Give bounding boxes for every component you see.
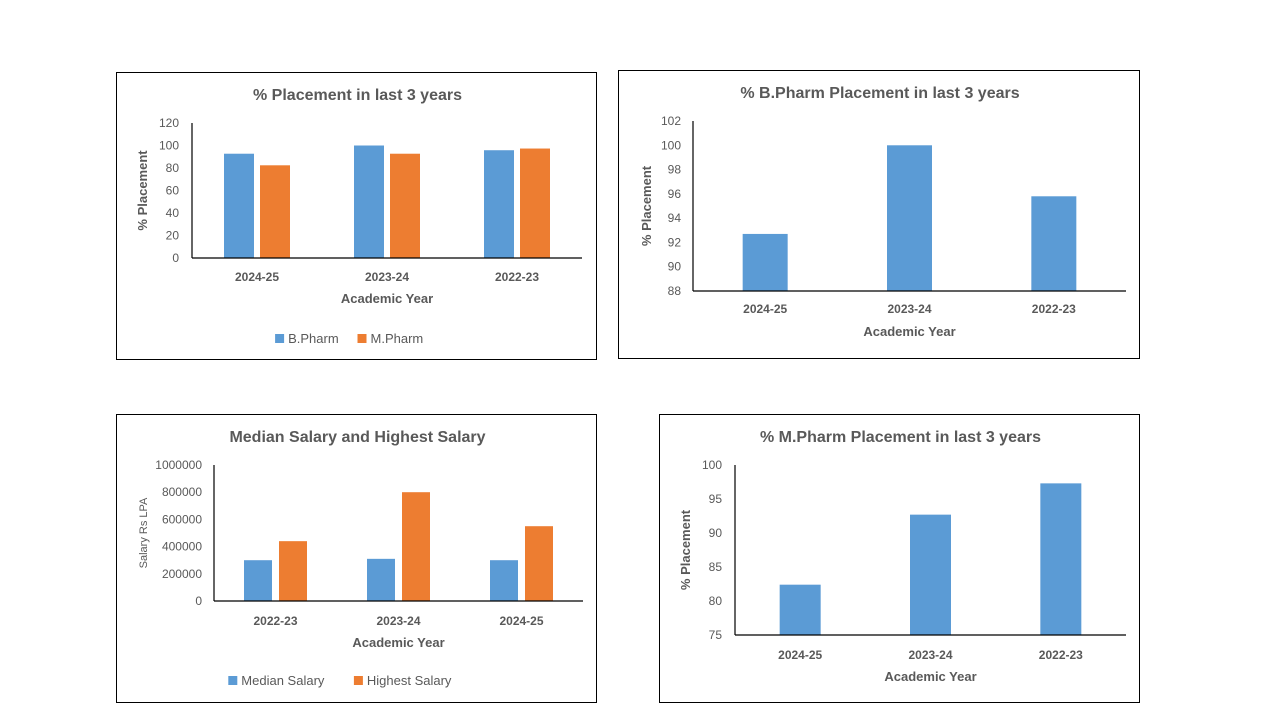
chart-title: Median Salary and Highest Salary [229,429,485,446]
y-tick-label: 0 [172,251,179,265]
chart-title: % M.Pharm Placement in last 3 years [760,429,1041,446]
chart-svg: % Placement in last 3 years 0 20 40 60 80 100 1… [135,87,582,346]
y-tick-label: 200000 [162,567,202,581]
y-tick-label: 102 [661,114,681,128]
y-tick-label: 75 [709,628,723,642]
bar-b-pharm-2024-25 [224,153,254,258]
x-category-label: 2023-24 [908,648,952,662]
bar-b-pharm-2022-23 [484,150,514,258]
legend: Median Salary Highest Salary [228,673,452,688]
bar-m-pharm-2024-25 [260,165,290,258]
legend-label: M.Pharm [371,331,424,346]
legend-swatch [353,676,363,685]
y-tick-label: 100 [661,138,681,152]
legend-swatch [228,676,238,685]
x-category-label: 2023-24 [376,614,420,628]
y-tick-label: 80 [709,594,723,608]
y-tick-label: 400000 [162,540,202,554]
bar-m-pharm-2024-25 [779,584,821,635]
bar-m-pharm-2023-24 [910,514,951,635]
y-tick-label: 600000 [162,512,202,526]
bar-median-salary-2023-24 [367,558,395,601]
bar-highest-salary-2022-23 [279,541,307,601]
chart-svg: % B.Pharm Placement in last 3 years 88 90 9… [639,85,1126,339]
chart-title: % Placement in last 3 years [253,87,462,104]
x-axis-title: Academic Year [341,291,433,306]
x-category-label: 2024-25 [743,302,787,316]
bar-b-pharm-2022-23 [1031,196,1077,291]
legend: B.Pharm M.Pharm [275,331,423,346]
bar-b-pharm-2023-24 [887,145,932,291]
x-axis-title: Academic Year [884,669,976,684]
x-category-label: 2022-23 [253,614,297,628]
chart-svg: % M.Pharm Placement in last 3 years 75 80 8… [678,429,1126,684]
y-axis-title: % Placement [135,150,150,231]
legend-label: Highest Salary [367,673,452,688]
bar-b-pharm-2024-25 [742,233,788,291]
y-axis-title: Salary Rs LPA [138,497,150,568]
y-tick-label: 100 [702,458,722,472]
y-axis-title: % Placement [678,509,693,590]
legend-swatch [275,334,285,343]
x-category-label: 2024-25 [235,270,279,284]
chart-placement-overall: % Placement in last 3 years 0 20 40 60 80 100 1… [116,72,597,360]
y-tick-label: 88 [668,284,682,298]
bar-m-pharm-2023-24 [390,153,420,258]
x-category-label: 2024-25 [499,614,543,628]
x-category-label: 2023-24 [365,270,409,284]
y-tick-label: 40 [166,206,180,220]
x-category-label: 2022-23 [495,270,539,284]
x-axis-title: Academic Year [863,324,955,339]
x-category-label: 2023-24 [887,302,931,316]
legend-label: B.Pharm [288,331,339,346]
bar-median-salary-2024-25 [490,560,518,601]
y-tick-label: 94 [668,211,682,225]
bar-highest-salary-2024-25 [525,526,553,601]
x-axis-title: Academic Year [352,635,444,650]
y-tick-label: 100 [159,139,179,153]
legend-swatch [357,334,367,343]
y-tick-label: 1000000 [155,458,202,472]
y-tick-label: 85 [709,560,723,574]
y-tick-label: 92 [668,235,682,249]
y-tick-label: 800000 [162,485,202,499]
legend-label: Median Salary [241,673,325,688]
bar-m-pharm-2022-23 [1040,483,1082,635]
chart-salary: Median Salary and Highest Salary 0 200000 4… [116,414,597,703]
y-tick-label: 0 [195,594,202,608]
y-tick-label: 98 [668,163,682,177]
x-category-label: 2024-25 [778,648,822,662]
chart-mpharm-placement: % M.Pharm Placement in last 3 years 75 80 8… [659,414,1140,703]
chart-title: % B.Pharm Placement in last 3 years [740,85,1019,102]
y-axis-title: % Placement [639,165,654,246]
y-tick-label: 90 [709,526,723,540]
y-tick-label: 96 [668,187,682,201]
chart-bpharm-placement: % B.Pharm Placement in last 3 years 88 90 9… [618,70,1140,359]
y-tick-label: 80 [166,161,180,175]
x-category-label: 2022-23 [1032,302,1076,316]
bar-highest-salary-2023-24 [402,492,430,601]
bar-median-salary-2022-23 [244,560,272,601]
bar-m-pharm-2022-23 [520,148,550,258]
bar-b-pharm-2023-24 [354,145,384,258]
y-tick-label: 60 [166,184,180,198]
y-tick-label: 20 [166,229,180,243]
x-category-label: 2022-23 [1039,648,1083,662]
y-tick-label: 120 [159,116,179,130]
chart-svg: Median Salary and Highest Salary 0 200000 4… [138,429,583,688]
y-tick-label: 90 [668,260,682,274]
y-tick-label: 95 [709,492,723,506]
